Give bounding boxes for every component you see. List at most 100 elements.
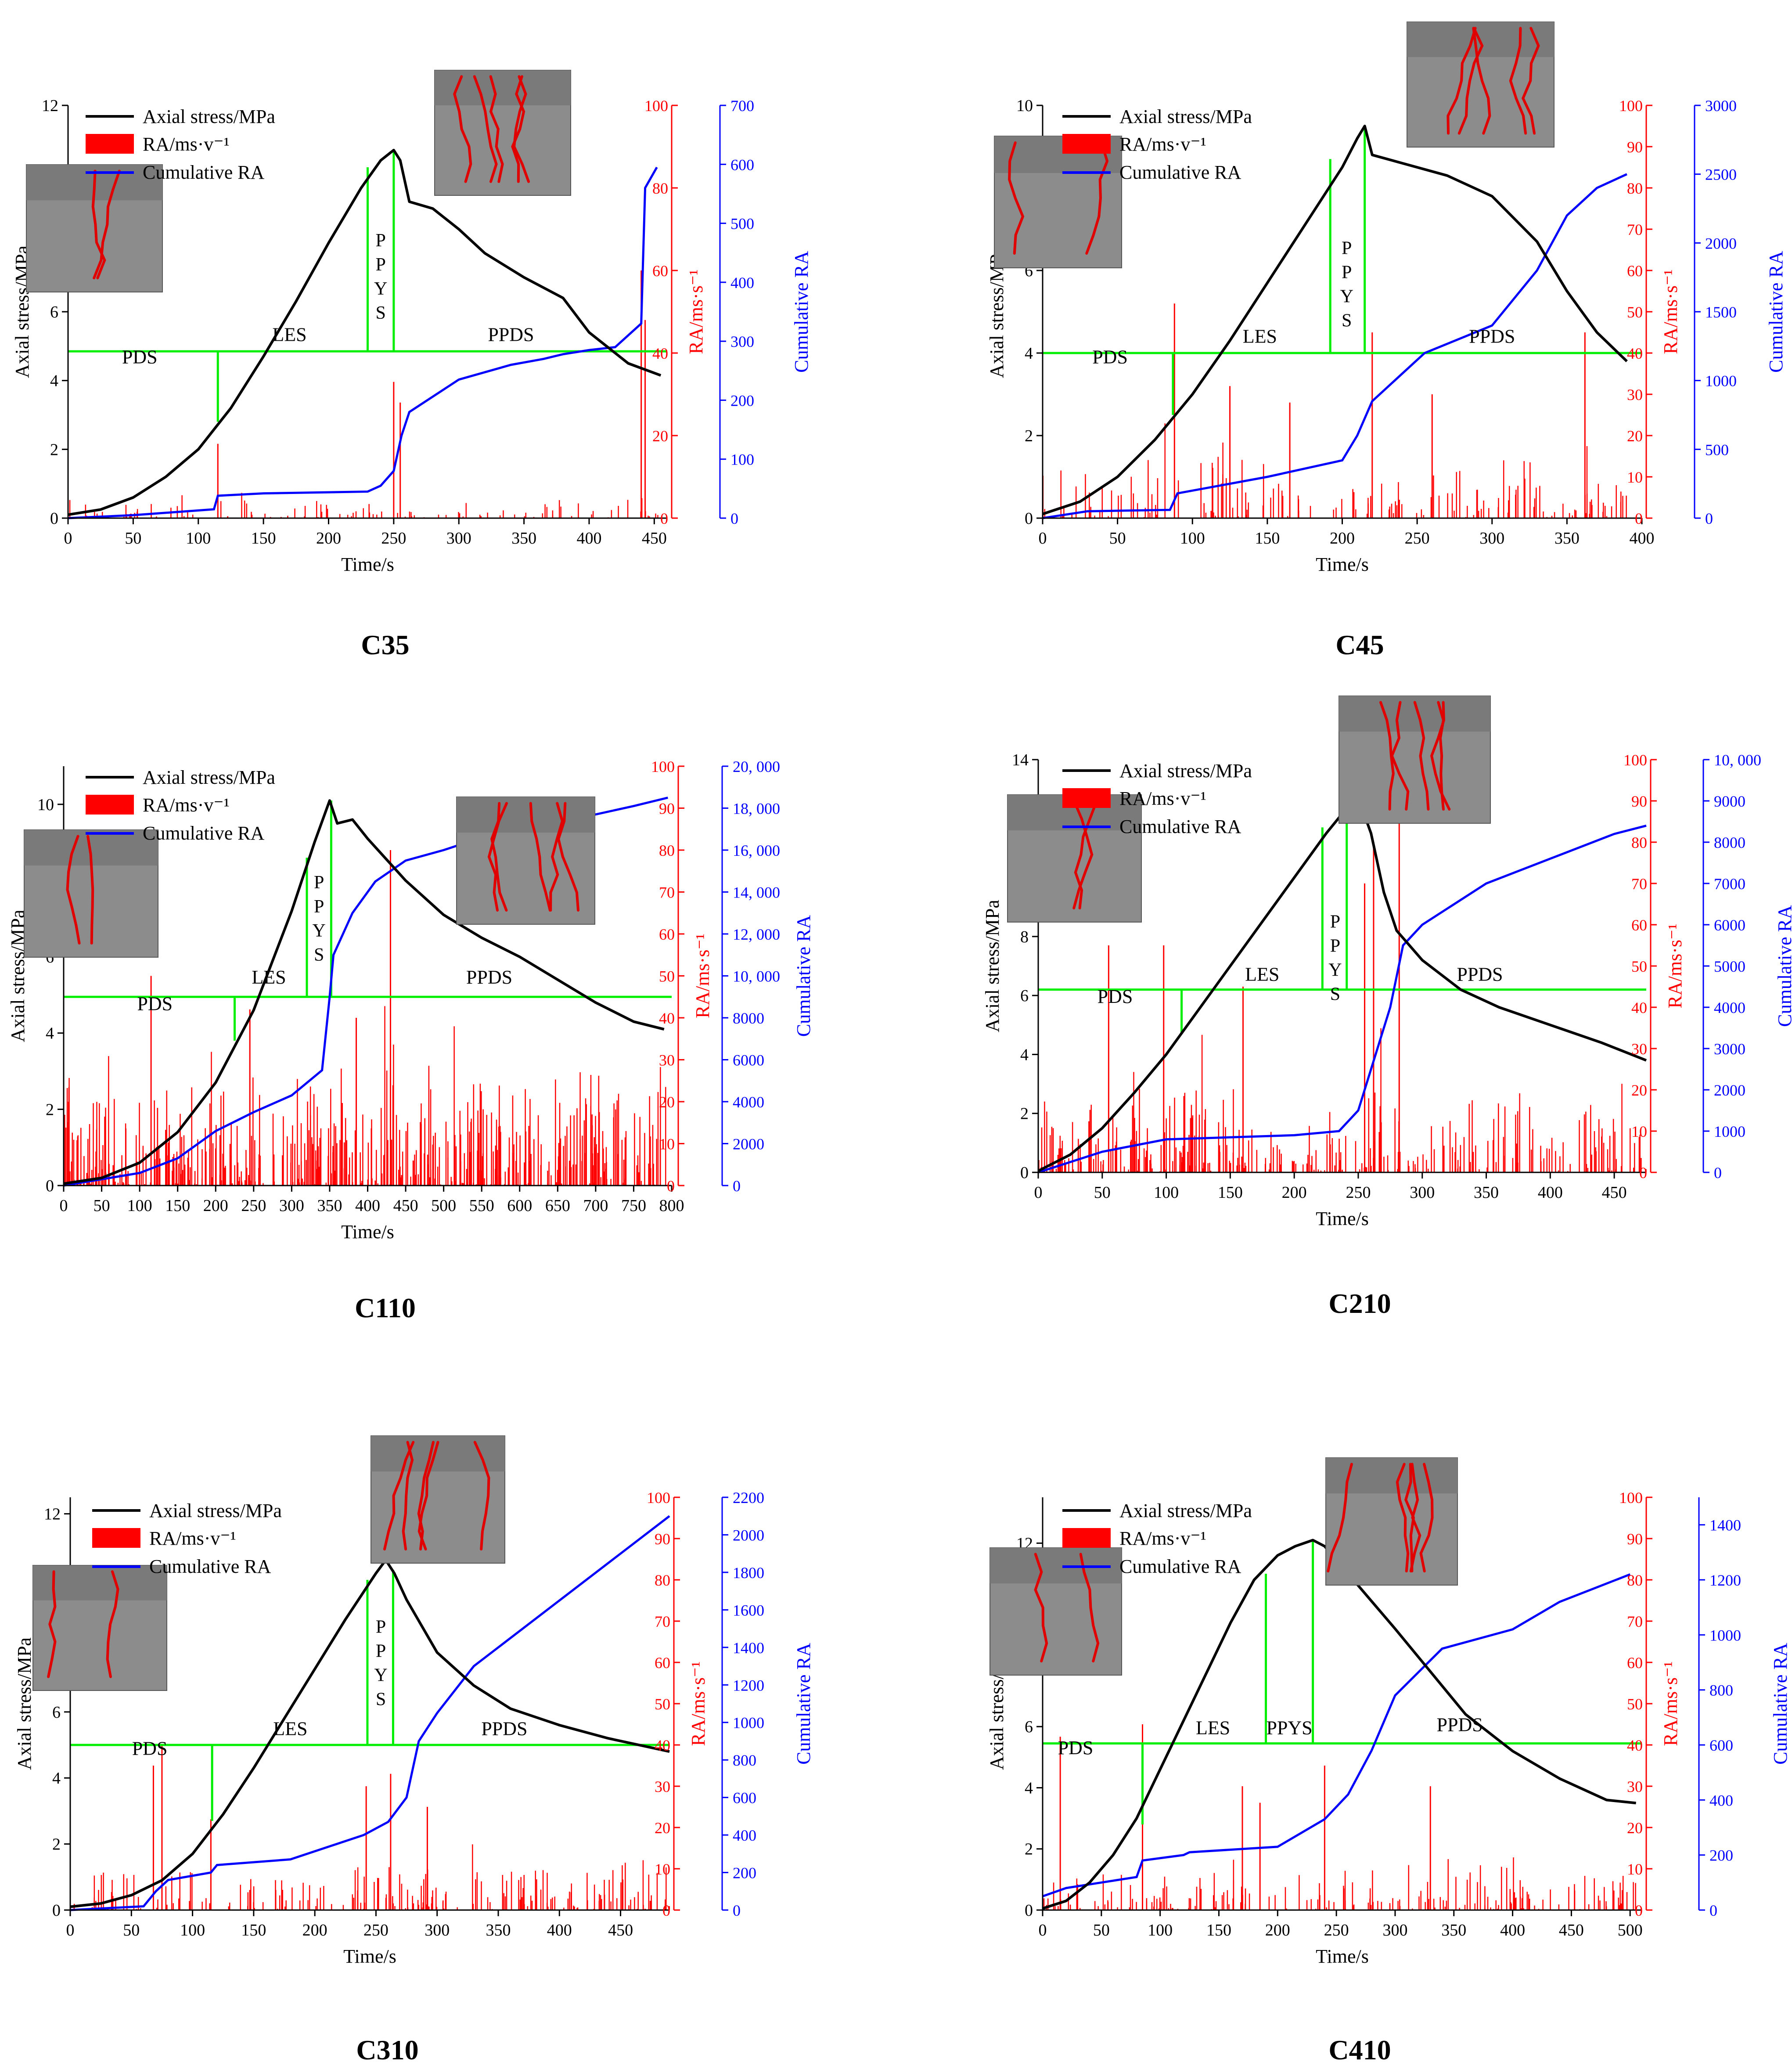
crack-trace	[383, 1441, 415, 1551]
x-tick-label: 0	[60, 1197, 68, 1215]
specimen-photo	[371, 1435, 505, 1564]
cumulative-tick-label: 4000	[1714, 999, 1745, 1016]
stage-label: PDS	[132, 1738, 168, 1759]
cumulative-ra-line	[1038, 824, 1647, 1174]
x-tick-label: 650	[545, 1197, 570, 1215]
x-tick-label: 300	[1382, 1921, 1407, 1939]
stress-tick-label: 6	[50, 303, 58, 321]
ra-tick-label: 50	[659, 968, 675, 985]
ra-tick-label: 100	[647, 1489, 670, 1507]
cumulative-tick-label: 1000	[733, 1714, 764, 1732]
ppys-letter: S	[1330, 984, 1340, 1005]
legend-ra-swatch	[1062, 134, 1111, 154]
x-axis-label: Time/s	[1316, 554, 1369, 575]
cumulative-tick-label: 400	[730, 274, 754, 292]
panel-title: C35	[361, 629, 409, 660]
ppys-letter: P	[314, 872, 324, 893]
ra-axis-label: RA/ms·s⁻¹	[685, 270, 707, 354]
specimen-photo	[1007, 794, 1142, 923]
legend-ra-label: RA/ms·v⁻¹	[1119, 788, 1206, 809]
stress-tick-label: 6	[1025, 1718, 1033, 1736]
stress-tick-label: 4	[46, 1024, 54, 1043]
cumulative-tick-label: 0	[1705, 510, 1713, 527]
ra-tick-label: 90	[1627, 1530, 1643, 1548]
x-axis-label: Time/s	[343, 1946, 396, 1967]
stress-tick-label: 0	[46, 1177, 54, 1195]
cumulative-tick-label: 1000	[1714, 1123, 1745, 1140]
stage-label: LES	[273, 1718, 307, 1739]
stage-label: PPYS	[1266, 1717, 1312, 1739]
stress-axis-label: Axial stress/MPa	[982, 900, 1003, 1032]
ra-bars	[1043, 1724, 1636, 1910]
x-tick-label: 750	[621, 1197, 646, 1215]
ra-tick-label: 50	[1631, 958, 1647, 975]
cumulative-tick-label: 2000	[1705, 234, 1737, 252]
ra-tick-label: 80	[659, 842, 675, 859]
ra-tick-label: 20	[655, 1819, 670, 1837]
x-tick-label: 450	[1559, 1921, 1584, 1939]
ra-tick-label: 70	[659, 884, 675, 901]
legend: Axial stress/MPa RA/ms·v⁻¹ Cumulative RA	[86, 767, 275, 844]
ra-tick-label: 60	[652, 262, 668, 280]
x-tick-label: 0	[66, 1921, 75, 1939]
x-tick-label: 300	[425, 1921, 450, 1939]
cumulative-tick-label: 400	[1709, 1791, 1733, 1809]
legend: Axial stress/MPa RA/ms·v⁻¹ Cumulative RA	[1062, 760, 1252, 837]
cumulative-ra-line	[70, 1515, 670, 1911]
x-tick-label: 450	[642, 529, 667, 548]
stage-label: PPDS	[1457, 964, 1503, 985]
cumulative-tick-label: 18, 000	[733, 800, 780, 818]
cumulative-tick-label: 6000	[1714, 916, 1745, 934]
cumulative-tick-label: 800	[733, 1752, 756, 1769]
crack-trace	[417, 1441, 435, 1551]
stress-tick-label: 2	[1025, 1840, 1033, 1859]
specimen-photo-shade	[457, 797, 595, 833]
crack-trace	[402, 1441, 414, 1551]
stress-tick-label: 4	[52, 1769, 61, 1788]
legend-ra-swatch	[92, 1528, 140, 1548]
ppys-letter: P	[376, 1641, 386, 1661]
ra-tick-label: 50	[1627, 303, 1643, 321]
legend-ra-label: RA/ms·v⁻¹	[143, 133, 230, 155]
ra-bars	[73, 1745, 670, 1910]
ra-tick-label: 20	[652, 427, 668, 445]
ra-tick-label: 0	[660, 510, 668, 527]
crack-trace	[529, 802, 551, 912]
cumulative-tick-label: 0	[733, 1902, 741, 1919]
cumulative-tick-label: 1000	[1705, 372, 1737, 390]
cumulative-tick-label: 8000	[1714, 834, 1745, 851]
ra-tick-label: 30	[1627, 386, 1643, 404]
cumulative-tick-label: 10, 000	[733, 968, 780, 985]
crack-trace	[487, 802, 508, 912]
ra-tick-label: 90	[1627, 138, 1643, 156]
ra-tick-label: 50	[655, 1695, 670, 1713]
x-tick-label: 350	[317, 1197, 342, 1215]
x-tick-label: 50	[94, 1197, 110, 1215]
cumulative-tick-label: 20, 000	[733, 758, 780, 775]
ra-tick-label: 20	[1627, 427, 1643, 445]
ppys-letter: S	[376, 1689, 386, 1709]
stress-tick-label: 4	[50, 372, 58, 390]
crack-trace	[91, 169, 106, 280]
crack-trace	[511, 75, 525, 183]
cumulative-axis-label: Cumulative RA	[1765, 251, 1787, 373]
stress-tick-label: 0	[1025, 1901, 1033, 1920]
panel-title: C210	[1328, 1288, 1391, 1319]
stress-tick-label: 8	[1020, 928, 1029, 946]
legend-stress-label: Axial stress/MPa	[149, 1500, 282, 1521]
legend: Axial stress/MPa RA/ms·v⁻¹ Cumulative RA	[1062, 1500, 1252, 1577]
x-tick-label: 200	[1282, 1183, 1307, 1202]
stress-tick-label: 4	[1020, 1045, 1029, 1064]
legend-ra-label: RA/ms·v⁻¹	[1119, 1528, 1206, 1549]
ra-tick-label: 40	[655, 1737, 670, 1754]
ra-axis-label: RA/ms·s⁻¹	[687, 1662, 709, 1746]
ra-tick-label: 60	[659, 926, 675, 943]
ra-tick-label: 0	[662, 1902, 670, 1919]
x-tick-label: 400	[576, 529, 601, 548]
crack-trace	[1085, 141, 1109, 255]
cumulative-tick-label: 1000	[1709, 1626, 1741, 1644]
ppys-letter: Y	[374, 279, 387, 299]
stage-label: PPDS	[466, 966, 512, 988]
x-tick-label: 250	[1324, 1921, 1349, 1939]
stress-tick-label: 14	[1012, 751, 1029, 769]
